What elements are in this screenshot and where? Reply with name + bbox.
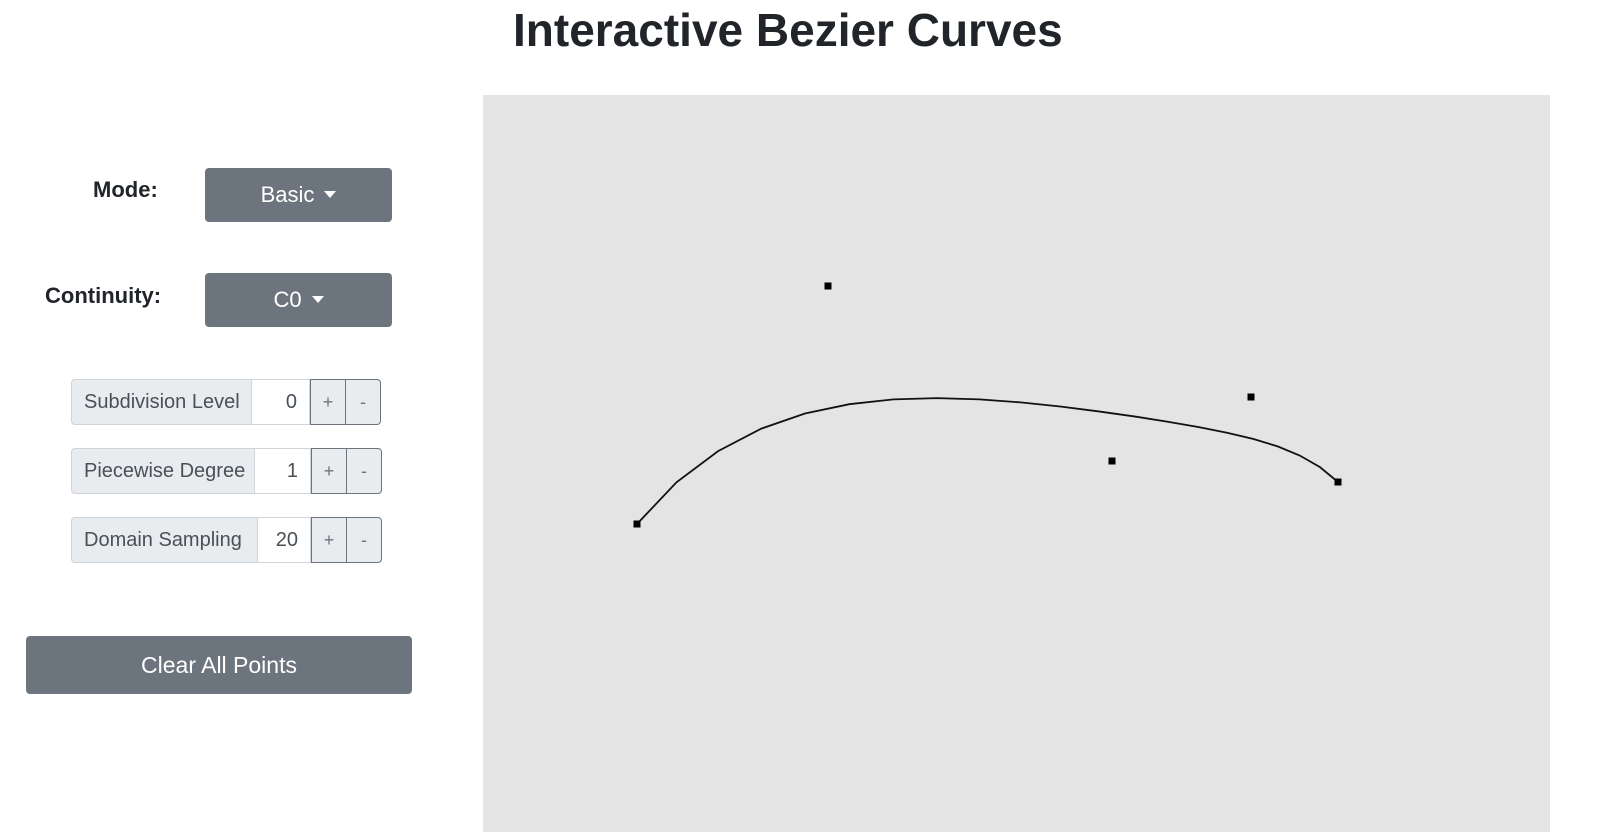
page-title: Interactive Bezier Curves (0, 0, 1608, 56)
degree-increment-button[interactable]: + (311, 448, 347, 494)
mode-dropdown[interactable]: Basic (205, 168, 392, 222)
subdivision-level-input[interactable]: 0 (251, 379, 310, 425)
domain-sampling-label: Domain Sampling (71, 517, 257, 563)
control-point[interactable] (1247, 393, 1255, 401)
control-point[interactable] (1334, 478, 1342, 486)
continuity-dropdown[interactable]: C0 (205, 273, 392, 327)
subdivision-increment-button[interactable]: + (310, 379, 346, 425)
piecewise-degree-input[interactable]: 1 (254, 448, 311, 494)
control-point[interactable] (633, 520, 641, 528)
subdivision-decrement-button[interactable]: - (345, 379, 381, 425)
subdivision-level-label: Subdivision Level (71, 379, 251, 425)
sampling-increment-button[interactable]: + (311, 517, 347, 563)
caret-down-icon (324, 190, 337, 198)
caret-down-icon (311, 295, 324, 303)
control-point[interactable] (824, 282, 832, 290)
bezier-curve (636, 397, 1339, 525)
control-point[interactable] (1108, 457, 1116, 465)
piecewise-degree-group: Piecewise Degree 1 + - (71, 448, 382, 494)
clear-all-points-button[interactable]: Clear All Points (26, 636, 412, 694)
degree-decrement-button[interactable]: - (346, 448, 382, 494)
continuity-label: Continuity: (45, 283, 162, 308)
mode-dropdown-value: Basic (260, 182, 315, 207)
curve-svg[interactable] (483, 95, 1550, 832)
piecewise-degree-label: Piecewise Degree (71, 448, 254, 494)
domain-sampling-group: Domain Sampling 20 + - (71, 517, 382, 563)
sampling-decrement-button[interactable]: - (346, 517, 382, 563)
drawing-canvas[interactable] (483, 95, 1550, 832)
continuity-dropdown-value: C0 (273, 287, 302, 312)
mode-label: Mode: (93, 177, 158, 202)
subdivision-level-group: Subdivision Level 0 + - (71, 379, 381, 425)
page-title-text: Interactive Bezier Curves (513, 4, 1063, 56)
control-points-layer (633, 282, 1342, 528)
domain-sampling-input[interactable]: 20 (257, 517, 311, 563)
